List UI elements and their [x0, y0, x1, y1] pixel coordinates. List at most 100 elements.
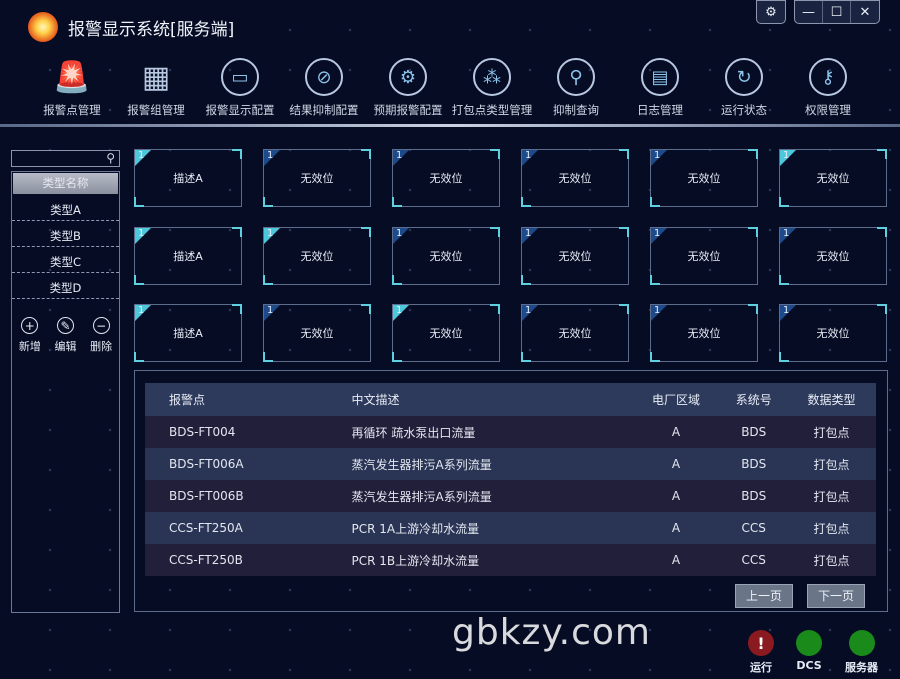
column-header: 数据类型: [787, 383, 876, 416]
table-cell: A: [631, 544, 721, 576]
table-cell: BDS: [720, 480, 788, 512]
alarm-card[interactable]: 1 无效位: [650, 227, 758, 285]
table-cell: CCS: [720, 512, 788, 544]
maximize-button[interactable]: ☐: [823, 1, 851, 23]
corner-flag: [780, 150, 796, 166]
edit-type-button[interactable]: ✎ 编辑: [54, 317, 76, 354]
card-number: 1: [267, 228, 274, 239]
toolbar-item-9[interactable]: ⚷ 权限管理: [786, 58, 870, 118]
column-header: 报警点: [145, 383, 328, 416]
table-row[interactable]: BDS-FT006A 蒸汽发生器排污A系列流量 A BDS 打包点: [145, 448, 876, 480]
minimize-button[interactable]: —: [795, 1, 823, 23]
table-cell: 打包点: [787, 448, 876, 480]
corner-flag: [780, 305, 796, 321]
card-number: 1: [396, 305, 403, 316]
toolbar-label: 报警显示配置: [205, 103, 275, 117]
card-label: 无效位: [300, 172, 334, 185]
alarm-card[interactable]: 1 无效位: [263, 149, 371, 207]
watermark: gbkzy.com: [452, 612, 651, 653]
toolbar-item-2[interactable]: ▭ 报警显示配置: [198, 58, 282, 118]
alarm-card[interactable]: 1 无效位: [521, 149, 629, 207]
alarm-card[interactable]: 1 描述A: [134, 227, 242, 285]
card-number: 1: [267, 305, 274, 316]
table-cell: A: [631, 480, 721, 512]
toolbar-label: 结果抑制配置: [289, 103, 359, 117]
table-cell: CCS-FT250B: [145, 544, 328, 576]
toolbar-item-7[interactable]: ▤ 日志管理: [618, 58, 702, 118]
card-label: 无效位: [558, 172, 592, 185]
table-row[interactable]: CCS-FT250B PCR 1B上游冷却水流量 A CCS 打包点: [145, 544, 876, 576]
toolbar-item-8[interactable]: ↻ 运行状态: [702, 58, 786, 118]
action-label: 删除: [90, 340, 113, 353]
alarm-card[interactable]: 1 无效位: [779, 149, 887, 207]
card-number: 1: [525, 305, 532, 316]
table-cell: 打包点: [787, 512, 876, 544]
action-label: 编辑: [54, 340, 77, 353]
alarm-card[interactable]: 1 无效位: [521, 227, 629, 285]
status-label: 运行: [750, 661, 772, 674]
type-list-item[interactable]: 类型B: [12, 221, 119, 247]
alarm-card[interactable]: 1 描述A: [134, 149, 242, 207]
card-label: 无效位: [816, 327, 850, 340]
table-row[interactable]: CCS-FT250A PCR 1A上游冷却水流量 A CCS 打包点: [145, 512, 876, 544]
settings-button[interactable]: ⚙: [765, 4, 777, 20]
alarm-card[interactable]: 1 无效位: [263, 227, 371, 285]
next-page-button[interactable]: 下一页: [807, 584, 865, 608]
corner-flag: [780, 228, 796, 244]
add-type-button[interactable]: + 新增: [19, 317, 41, 354]
corner-flag: [651, 228, 667, 244]
type-search-input[interactable]: ⚲: [11, 150, 120, 167]
column-header: 电厂区域: [631, 383, 721, 416]
card-number: 1: [654, 305, 661, 316]
toolbar-label: 报警组管理: [127, 103, 185, 117]
alarm-card[interactable]: 1 无效位: [779, 227, 887, 285]
plus-icon: +: [21, 317, 39, 334]
corner-flag: [264, 150, 280, 166]
delete-type-button[interactable]: − 删除: [90, 317, 112, 354]
alarm-card[interactable]: 1 无效位: [779, 304, 887, 362]
corner-flag: [135, 150, 151, 166]
card-number: 1: [396, 150, 403, 161]
alarm-card[interactable]: 1 无效位: [521, 304, 629, 362]
table-row[interactable]: BDS-FT006B 蒸汽发生器排污A系列流量 A BDS 打包点: [145, 480, 876, 512]
type-list-item[interactable]: 类型C: [12, 247, 119, 273]
table-cell: CCS: [720, 544, 788, 576]
card-label: 描述A: [173, 250, 203, 263]
status-led: [796, 630, 822, 656]
alarm-card[interactable]: 1 无效位: [392, 149, 500, 207]
type-list-header: 类型名称: [13, 173, 118, 194]
toolbar-label: 打包点类型管理: [451, 103, 533, 117]
search-icon[interactable]: ⚲: [106, 151, 115, 165]
column-header: 中文描述: [327, 383, 632, 416]
toolbar-item-0[interactable]: 🚨 报警点管理: [30, 58, 114, 118]
toolbar-item-6[interactable]: ⚲ 抑制查询: [534, 58, 618, 118]
alarm-card[interactable]: 1 无效位: [392, 227, 500, 285]
prev-page-button[interactable]: 上一页: [735, 584, 793, 608]
card-label: 无效位: [558, 250, 592, 263]
corner-flag: [522, 228, 538, 244]
type-list-item[interactable]: 类型D: [12, 273, 119, 299]
table-cell: 打包点: [787, 416, 876, 448]
table-row[interactable]: BDS-FT004 再循环 疏水泵出口流量 A BDS 打包点: [145, 416, 876, 448]
toolbar-item-4[interactable]: ⚙ 预期报警配置: [366, 58, 450, 118]
toolbar-item-3[interactable]: ⊘ 结果抑制配置: [282, 58, 366, 118]
alarm-table-panel: 报警点 中文描述 电厂区域 系统号 数据类型 BDS-FT004 再循环 疏水泵出口流量 A…: [134, 370, 888, 612]
toolbar-item-5[interactable]: ⁂ 打包点类型管理: [450, 58, 534, 118]
card-number: 1: [138, 228, 145, 239]
type-list-item[interactable]: 类型A: [12, 195, 119, 221]
corner-flag: [651, 305, 667, 321]
alarm-point-table: 报警点 中文描述 电厂区域 系统号 数据类型 BDS-FT004 再循环 疏水泵出口流量 A…: [145, 383, 876, 576]
card-number: 1: [138, 305, 145, 316]
status-label: 服务器: [845, 661, 878, 674]
alarm-card[interactable]: 1 无效位: [650, 304, 758, 362]
table-cell: 再循环 疏水泵出口流量: [327, 416, 632, 448]
app-title-bar: 报警显示系统[服务端]: [28, 12, 234, 42]
alarm-card[interactable]: 1 无效位: [650, 149, 758, 207]
close-button[interactable]: ✕: [859, 4, 871, 20]
document-icon: ▤: [641, 58, 679, 96]
alarm-card[interactable]: 1 无效位: [263, 304, 371, 362]
alarm-card[interactable]: 1 无效位: [392, 304, 500, 362]
toolbar-item-1[interactable]: ▦ 报警组管理: [114, 58, 198, 118]
minus-icon: −: [92, 317, 110, 334]
alarm-card[interactable]: 1 描述A: [134, 304, 242, 362]
